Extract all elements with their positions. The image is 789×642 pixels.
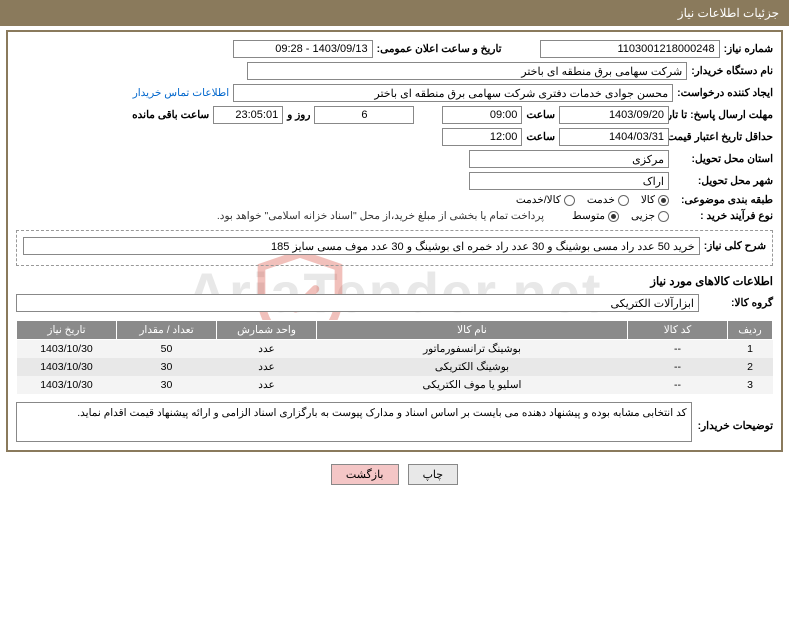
validity-label: حداقل تاریخ اعتبار قیمت: تا تاریخ: [673, 131, 773, 143]
footer-buttons: چاپ بازگشت [0, 456, 789, 493]
category-radio-group: کالا خدمت کالا/خدمت [516, 194, 669, 206]
province-field: مرکزی [469, 150, 669, 168]
validity-time: 12:00 [442, 128, 522, 146]
payment-note: پرداخت تمام یا بخشی از مبلغ خرید،از محل … [217, 210, 544, 222]
buyer-org-field: شرکت سهامی برق منطقه ای باختر [247, 62, 687, 80]
table-row: 2 -- بوشینگ الکتریکی عدد 30 1403/10/30 [17, 358, 773, 376]
radio-kala-khadamat[interactable]: کالا/خدمت [516, 194, 575, 206]
requester-field: محسن جوادی خدمات دفتری شرکت سهامی برق من… [233, 84, 673, 102]
table-row: 3 -- اسلیو یا موف الکتریکی عدد 30 1403/1… [17, 376, 773, 394]
th-code: کد کالا [628, 321, 728, 340]
announce-label: تاریخ و ساعت اعلان عمومی: [377, 43, 502, 55]
th-name: نام کالا [317, 321, 628, 340]
description-label: شرح کلی نیاز: [704, 240, 766, 252]
radio-icon [564, 195, 575, 206]
deadline-time: 09:00 [442, 106, 522, 124]
radio-icon [618, 195, 629, 206]
radio-icon [658, 211, 669, 222]
radio-motavaset[interactable]: متوسط [572, 210, 619, 222]
city-label: شهر محل تحویل: [673, 175, 773, 187]
purchase-type-label: نوع فرآیند خرید : [673, 210, 773, 222]
buyer-notes-content: کد انتخابی مشابه بوده و پیشنهاد دهنده می… [16, 402, 692, 442]
days-label: روز و [287, 109, 310, 121]
deadline-label: مهلت ارسال پاسخ: تا تاریخ: [673, 109, 773, 121]
radio-khadamat[interactable]: خدمت [587, 194, 629, 206]
buyer-org-label: نام دستگاه خریدار: [691, 65, 773, 77]
validity-date: 1404/03/31 [559, 128, 669, 146]
radio-icon [658, 195, 669, 206]
back-button[interactable]: بازگشت [331, 464, 399, 485]
need-number-field: 1103001218000248 [540, 40, 720, 58]
radio-icon [608, 211, 619, 222]
page-title-bar: جزئیات اطلاعات نیاز [0, 0, 789, 26]
table-row: 1 -- بوشینگ ترانسفورماتور عدد 50 1403/10… [17, 340, 773, 359]
th-qty: تعداد / مقدار [117, 321, 217, 340]
buyer-notes-label: توضیحات خریدار: [698, 402, 773, 442]
radio-kala[interactable]: کالا [641, 194, 669, 206]
province-label: استان محل تحویل: [673, 153, 773, 165]
th-date: تاریخ نیاز [17, 321, 117, 340]
need-number-label: شماره نیاز: [724, 43, 773, 55]
hours-remaining: 23:05:01 [213, 106, 283, 124]
goods-group-label: گروه کالا: [703, 297, 773, 309]
requester-label: ایجاد کننده درخواست: [677, 87, 773, 99]
remaining-label: ساعت باقی مانده [132, 109, 209, 121]
purchase-type-radio-group: جزیی متوسط [572, 210, 669, 222]
city-field: اراک [469, 172, 669, 190]
category-label: طبقه بندی موضوعی: [673, 194, 773, 206]
time-label-2: ساعت [526, 131, 555, 143]
goods-section-title: اطلاعات کالاهای مورد نیاز [16, 274, 773, 288]
th-row: ردیف [728, 321, 773, 340]
deadline-date: 1403/09/20 [559, 106, 669, 124]
goods-table: ردیف کد کالا نام کالا واحد شمارش تعداد /… [16, 320, 773, 394]
goods-group-field: ابزارآلات الکتریکی [16, 294, 699, 312]
content-frame: شماره نیاز: 1103001218000248 تاریخ و ساع… [6, 30, 783, 452]
buyer-contact-link[interactable]: اطلاعات تماس خریدار [133, 87, 229, 99]
print-button[interactable]: چاپ [408, 464, 459, 485]
description-field: خرید 50 عدد راد مسی بوشینگ و 30 عدد راد … [23, 237, 700, 255]
time-label-1: ساعت [526, 109, 555, 121]
radio-jozi[interactable]: جزیی [631, 210, 669, 222]
days-remaining: 6 [314, 106, 414, 124]
th-unit: واحد شمارش [217, 321, 317, 340]
page-title: جزئیات اطلاعات نیاز [678, 6, 779, 20]
announce-value: 1403/09/13 - 09:28 [233, 40, 373, 58]
description-box: شرح کلی نیاز: خرید 50 عدد راد مسی بوشینگ… [16, 230, 773, 266]
goods-table-body: 1 -- بوشینگ ترانسفورماتور عدد 50 1403/10… [17, 340, 773, 395]
